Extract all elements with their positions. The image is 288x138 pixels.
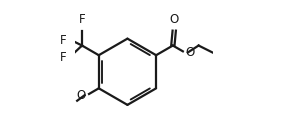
Text: F: F [60,34,66,47]
Text: O: O [185,46,195,59]
Text: O: O [170,13,179,26]
Text: F: F [60,51,66,64]
Text: O: O [77,89,86,102]
Text: F: F [79,13,85,26]
